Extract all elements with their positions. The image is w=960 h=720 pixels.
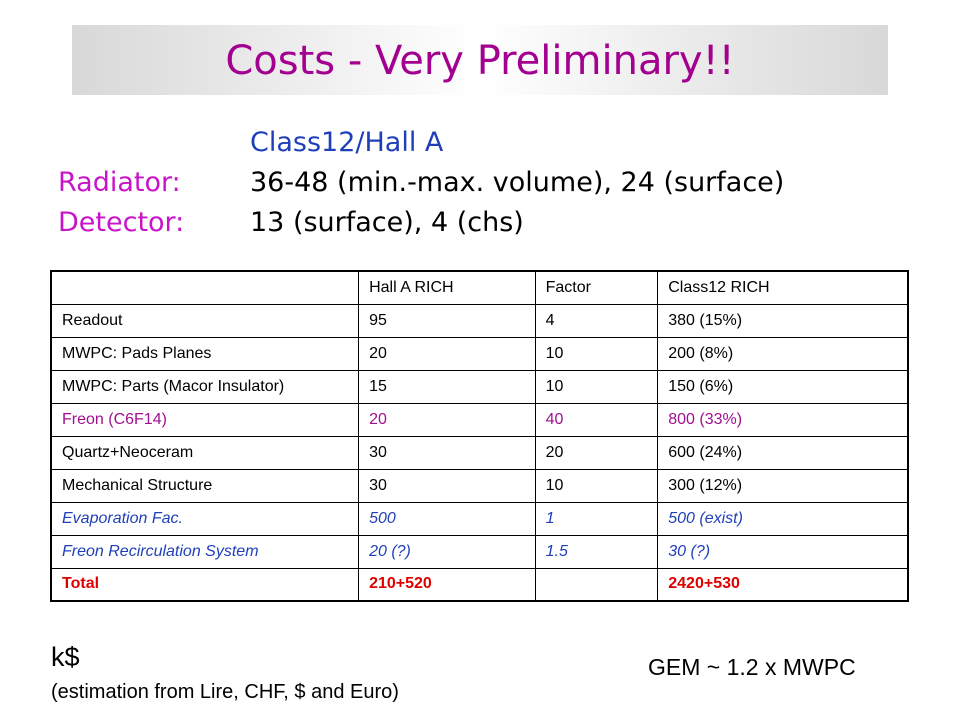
detector-label: Detector: xyxy=(58,207,185,238)
table-cell: 10 xyxy=(534,468,659,503)
table-cell: Quartz+Neoceram xyxy=(50,435,360,470)
table-row: Quartz+Neoceram 30 20 600 (24%) xyxy=(50,435,910,470)
table-cell: 2420+530 xyxy=(657,567,910,602)
page-title: Costs - Very Preliminary!! xyxy=(225,38,735,84)
table-cell: 210+520 xyxy=(358,567,536,602)
radiator-label: Radiator: xyxy=(58,167,181,198)
header-cell: Class12 RICH xyxy=(657,270,910,305)
table-cell: MWPC: Parts (Macor Insulator) xyxy=(50,369,360,404)
table-cell: 15 xyxy=(358,369,536,404)
header-cell: Hall A RICH xyxy=(358,270,536,305)
radiator-value: 36-48 (min.-max. volume), 24 (surface) xyxy=(250,167,785,198)
table-cell: Mechanical Structure xyxy=(50,468,360,503)
table-row: Freon Recirculation System 20 (?) 1.5 30… xyxy=(50,534,910,569)
table-cell: 4 xyxy=(534,303,659,338)
cost-table: Hall A RICH Factor Class12 RICH Readout … xyxy=(50,270,910,602)
table-row: MWPC: Pads Planes 20 10 200 (8%) xyxy=(50,336,910,371)
table-cell: MWPC: Pads Planes xyxy=(50,336,360,371)
class-heading: Class12/Hall A xyxy=(250,127,444,158)
table-cell: 200 (8%) xyxy=(657,336,910,371)
header-cell: Factor xyxy=(534,270,659,305)
table-cell: 40 xyxy=(534,402,659,437)
table-cell: 800 (33%) xyxy=(657,402,910,437)
table-cell: 500 xyxy=(358,501,536,536)
table-cell: Evaporation Fac. xyxy=(50,501,360,536)
table-cell: 10 xyxy=(534,336,659,371)
table-cell: 20 xyxy=(534,435,659,470)
detector-value: 13 (surface), 4 (chs) xyxy=(250,207,524,238)
table-row: Freon (C6F14) 20 40 800 (33%) xyxy=(50,402,910,437)
table-cell: Freon (C6F14) xyxy=(50,402,360,437)
table-cell: 30 (?) xyxy=(657,534,910,569)
table-row: MWPC: Parts (Macor Insulator) 15 10 150 … xyxy=(50,369,910,404)
table-cell xyxy=(534,567,659,602)
table-cell: 20 xyxy=(358,336,536,371)
gem-note: GEM ~ 1.2 x MWPC xyxy=(648,654,856,680)
table-cell: 20 xyxy=(358,402,536,437)
table-cell: 20 (?) xyxy=(358,534,536,569)
table-cell: Freon Recirculation System xyxy=(50,534,360,569)
table-cell: 1 xyxy=(534,501,659,536)
table-row: Mechanical Structure 30 10 300 (12%) xyxy=(50,468,910,503)
estimation-note: (estimation from Lire, CHF, $ and Euro) xyxy=(51,681,399,703)
table-cell: 10 xyxy=(534,369,659,404)
table-row: Readout 95 4 380 (15%) xyxy=(50,303,910,338)
header-cell xyxy=(50,270,360,305)
unit-label: k$ xyxy=(51,642,80,672)
table-cell: 500 (exist) xyxy=(657,501,910,536)
table-cell: 30 xyxy=(358,435,536,470)
table-header-row: Hall A RICH Factor Class12 RICH xyxy=(50,270,910,305)
table-cell: 1.5 xyxy=(534,534,659,569)
table-cell: 600 (24%) xyxy=(657,435,910,470)
table-cell: 30 xyxy=(358,468,536,503)
table-row: Evaporation Fac. 500 1 500 (exist) xyxy=(50,501,910,536)
table-cell: Total xyxy=(50,567,360,602)
table-cell: 380 (15%) xyxy=(657,303,910,338)
table-cell: 300 (12%) xyxy=(657,468,910,503)
table-cell: 95 xyxy=(358,303,536,338)
table-cell: Readout xyxy=(50,303,360,338)
table-total-row: Total 210+520 2420+530 xyxy=(50,567,910,602)
table-cell: 150 (6%) xyxy=(657,369,910,404)
title-banner: Costs - Very Preliminary!! xyxy=(72,25,888,95)
